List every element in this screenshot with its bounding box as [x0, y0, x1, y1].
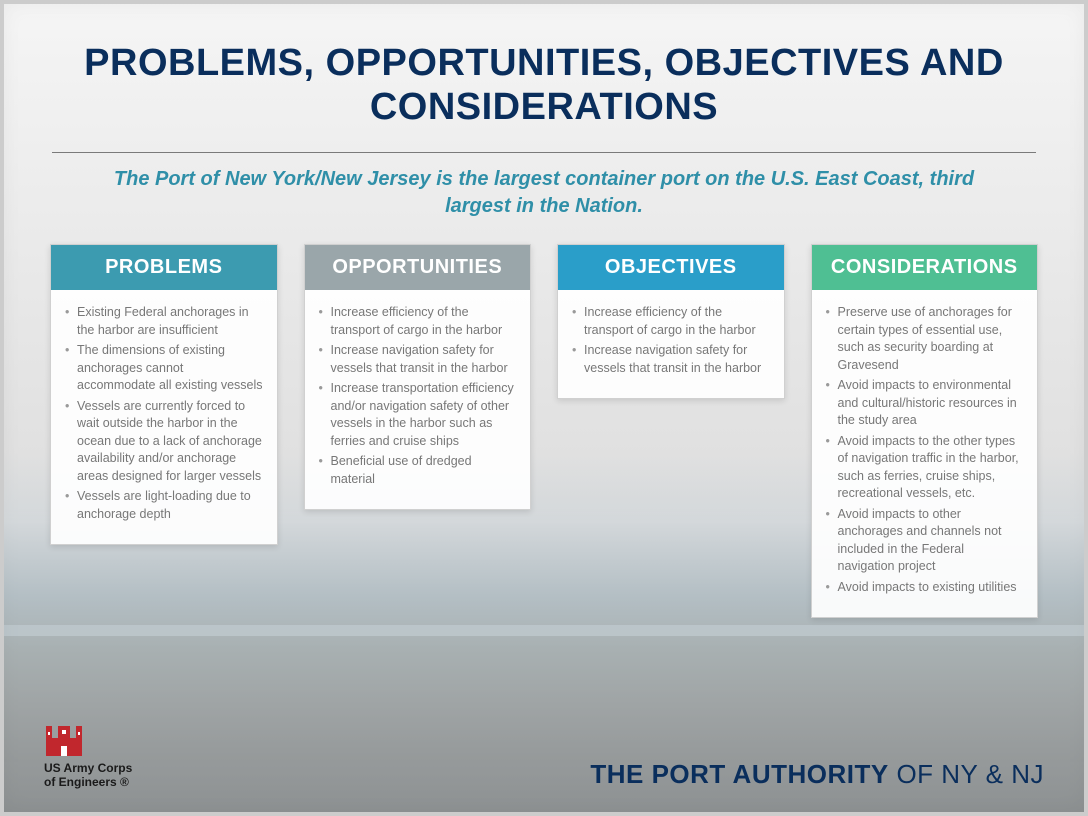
card-header: CONSIDERATIONS	[812, 245, 1038, 290]
usace-block: US Army Corps of Engineers ®	[44, 724, 132, 790]
list-item: Avoid impacts to the other types of navi…	[826, 433, 1024, 503]
list-item: Avoid impacts to other anchorages and ch…	[826, 506, 1024, 576]
usace-line2: of Engineers ®	[44, 775, 129, 789]
list-item: Beneficial use of dredged material	[319, 453, 517, 488]
bullet-list: Preserve use of anchorages for certain t…	[826, 304, 1024, 596]
divider	[52, 152, 1036, 153]
list-item: Increase navigation safety for vessels t…	[572, 342, 770, 377]
card-header: OBJECTIVES	[558, 245, 784, 290]
page: PROBLEMS, OPPORTUNITIES, OBJECTIVES AND …	[0, 0, 1088, 816]
page-title: PROBLEMS, OPPORTUNITIES, OBJECTIVES AND …	[4, 42, 1084, 129]
panynj-brand: THE PORT AUTHORITY OF NY & NJ	[590, 759, 1044, 790]
list-item: Preserve use of anchorages for certain t…	[826, 304, 1024, 374]
card-body: Existing Federal anchorages in the harbo…	[51, 290, 277, 544]
card-header: PROBLEMS	[51, 245, 277, 290]
list-item: The dimensions of existing anchorages ca…	[65, 342, 263, 395]
card-body: Increase efficiency of the transport of …	[305, 290, 531, 509]
card: OPPORTUNITIES Increase efficiency of the …	[304, 244, 532, 510]
list-item: Increase efficiency of the transport of …	[572, 304, 770, 339]
bullet-list: Existing Federal anchorages in the harbo…	[65, 304, 263, 523]
bullet-list: Increase efficiency of the transport of …	[319, 304, 517, 488]
card-header: OPPORTUNITIES	[305, 245, 531, 290]
list-item: Increase navigation safety for vessels t…	[319, 342, 517, 377]
list-item: Avoid impacts to environmental and cultu…	[826, 377, 1024, 430]
usace-label: US Army Corps of Engineers ®	[44, 762, 132, 790]
card: OBJECTIVES Increase efficiency of the tra…	[557, 244, 785, 399]
footer: US Army Corps of Engineers ® THE PORT AU…	[44, 724, 1044, 790]
usace-castle-icon	[44, 724, 84, 758]
cards-row: PROBLEMS Existing Federal anchorages in t…	[50, 244, 1038, 618]
card: PROBLEMS Existing Federal anchorages in t…	[50, 244, 278, 545]
panynj-bold: THE PORT AUTHORITY	[590, 759, 888, 789]
card-body: Increase efficiency of the transport of …	[558, 290, 784, 398]
page-subtitle: The Port of New York/New Jersey is the l…	[4, 166, 1084, 220]
list-item: Vessels are currently forced to wait out…	[65, 398, 263, 486]
list-item: Increase transportation efficiency and/o…	[319, 380, 517, 450]
list-item: Vessels are light-loading due to anchora…	[65, 488, 263, 523]
bullet-list: Increase efficiency of the transport of …	[572, 304, 770, 377]
card-body: Preserve use of anchorages for certain t…	[812, 290, 1038, 617]
list-item: Existing Federal anchorages in the harbo…	[65, 304, 263, 339]
card: CONSIDERATIONS Preserve use of anchorages…	[811, 244, 1039, 618]
list-item: Avoid impacts to existing utilities	[826, 579, 1024, 597]
list-item: Increase efficiency of the transport of …	[319, 304, 517, 339]
usace-line1: US Army Corps	[44, 761, 132, 775]
panynj-thin: OF NY & NJ	[889, 759, 1044, 789]
